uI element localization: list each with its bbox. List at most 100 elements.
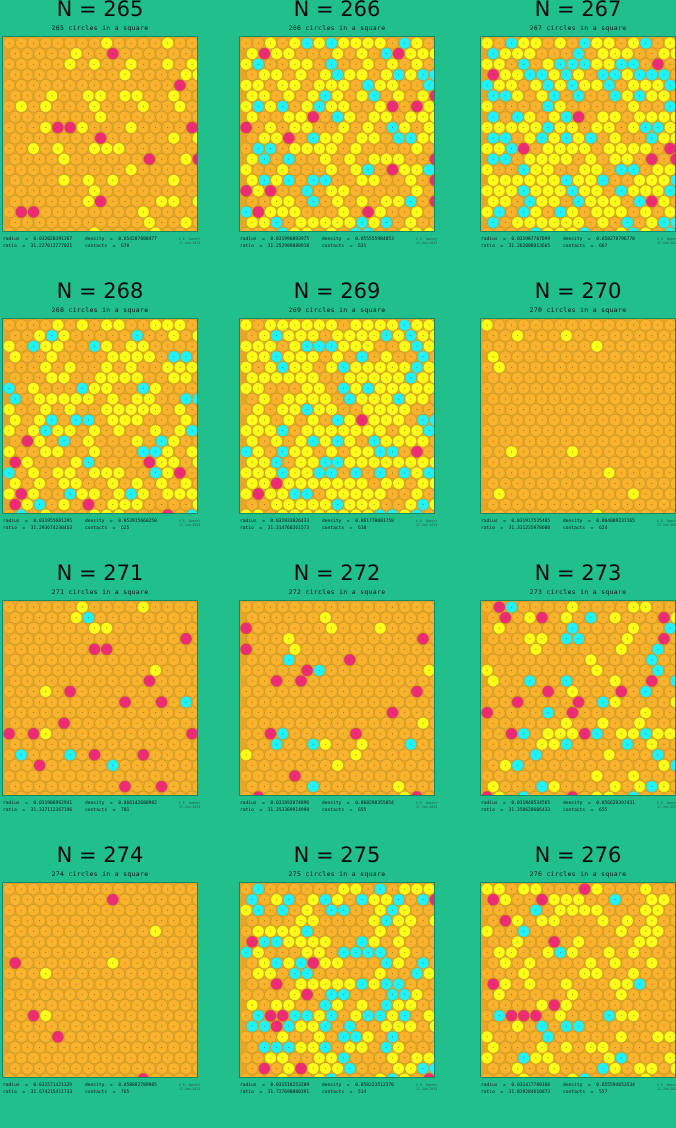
circle-center-dot <box>368 712 369 713</box>
circle-center-dot <box>651 356 652 357</box>
circle-center-dot <box>325 53 326 54</box>
circle-center-dot <box>505 53 506 54</box>
circle-center-dot <box>331 148 332 149</box>
circle-center-dot <box>57 754 58 755</box>
circle-center-dot <box>118 628 119 629</box>
circle-center-dot <box>517 356 518 357</box>
circle-center-dot <box>542 420 543 421</box>
circle-center-dot <box>615 335 616 336</box>
circle-center-dot <box>331 670 332 671</box>
circle-center-dot <box>554 335 555 336</box>
packed-circle <box>192 414 197 426</box>
circle-center-dot <box>112 786 113 787</box>
circle-center-dot <box>386 680 387 681</box>
circle-center-dot <box>64 483 65 484</box>
circle-center-dot <box>645 148 646 149</box>
circle-center-dot <box>39 702 40 703</box>
circle-center-dot <box>392 127 393 128</box>
circle-center-dot <box>70 64 71 65</box>
circle-center-dot <box>325 335 326 336</box>
circle-center-dot <box>21 388 22 389</box>
circle-center-dot <box>603 222 604 223</box>
circle-center-dot <box>21 607 22 608</box>
circle-center-dot <box>76 53 77 54</box>
circle-center-dot <box>70 85 71 86</box>
circle-center-dot <box>143 430 144 431</box>
circle-center-dot <box>9 409 10 410</box>
circle-center-dot <box>33 169 34 170</box>
circle-center-dot <box>560 493 561 494</box>
circle-center-dot <box>246 85 247 86</box>
circle-center-dot <box>33 64 34 65</box>
circle-center-dot <box>33 127 34 128</box>
circle-center-dot <box>39 504 40 505</box>
circle-center-dot <box>331 409 332 410</box>
packing-square <box>3 601 197 795</box>
circle-center-dot <box>374 483 375 484</box>
circle-center-dot <box>511 211 512 212</box>
circle-center-dot <box>657 64 658 65</box>
circle-center-dot <box>9 775 10 776</box>
circle-center-dot <box>523 430 524 431</box>
circle-packing <box>481 319 675 513</box>
circle-center-dot <box>639 335 640 336</box>
circle-center-dot <box>149 377 150 378</box>
circle-center-dot <box>112 116 113 117</box>
circle-center-dot <box>270 346 271 347</box>
circle-center-dot <box>392 733 393 734</box>
circle-center-dot <box>9 754 10 755</box>
circle-center-dot <box>368 670 369 671</box>
circle-center-dot <box>429 367 430 368</box>
circle-center-dot <box>21 712 22 713</box>
circle-center-dot <box>301 356 302 357</box>
circle-center-dot <box>301 638 302 639</box>
circle-center-dot <box>70 472 71 473</box>
circle-center-dot <box>386 95 387 96</box>
circle-center-dot <box>621 388 622 389</box>
circle-center-dot <box>39 680 40 681</box>
circle-center-dot <box>125 765 126 766</box>
circle-center-dot <box>633 325 634 326</box>
circle-center-dot <box>609 409 610 410</box>
circle-center-dot <box>143 409 144 410</box>
circle-center-dot <box>137 441 138 442</box>
radius-line: radius = 0.031933826433 <box>240 519 309 526</box>
circle-center-dot <box>39 222 40 223</box>
circle-center-dot <box>57 106 58 107</box>
circle-center-dot <box>651 420 652 421</box>
circle-center-dot <box>282 670 283 671</box>
circle-center-dot <box>499 127 500 128</box>
circle-center-dot <box>33 148 34 149</box>
circle-center-dot <box>155 649 156 650</box>
packed-circle <box>670 175 675 187</box>
circle-center-dot <box>398 638 399 639</box>
circle-center-dot <box>609 346 610 347</box>
circle-center-dot <box>179 211 180 212</box>
circle-center-dot <box>137 483 138 484</box>
circle-center-dot <box>380 325 381 326</box>
circle-center-dot <box>167 775 168 776</box>
circle-center-dot <box>94 775 95 776</box>
circle-center-dot <box>9 628 10 629</box>
circle-center-dot <box>511 43 512 44</box>
circle-center-dot <box>51 617 52 618</box>
circle-center-dot <box>429 346 430 347</box>
circle-center-dot <box>505 74 506 75</box>
packed-circle <box>429 196 434 208</box>
circle-center-dot <box>192 346 193 347</box>
circle-center-dot <box>15 138 16 139</box>
packing-square <box>240 37 434 231</box>
circle-center-dot <box>627 116 628 117</box>
circle-center-dot <box>64 138 65 139</box>
circle-center-dot <box>343 733 344 734</box>
circle-center-dot <box>21 190 22 191</box>
circle-center-dot <box>173 483 174 484</box>
circle-center-dot <box>76 659 77 660</box>
circle-center-dot <box>380 64 381 65</box>
circle-center-dot <box>118 712 119 713</box>
circle-center-dot <box>349 95 350 96</box>
circle-center-dot <box>548 325 549 326</box>
circle-center-dot <box>386 420 387 421</box>
circle-center-dot <box>112 702 113 703</box>
circle-center-dot <box>118 190 119 191</box>
